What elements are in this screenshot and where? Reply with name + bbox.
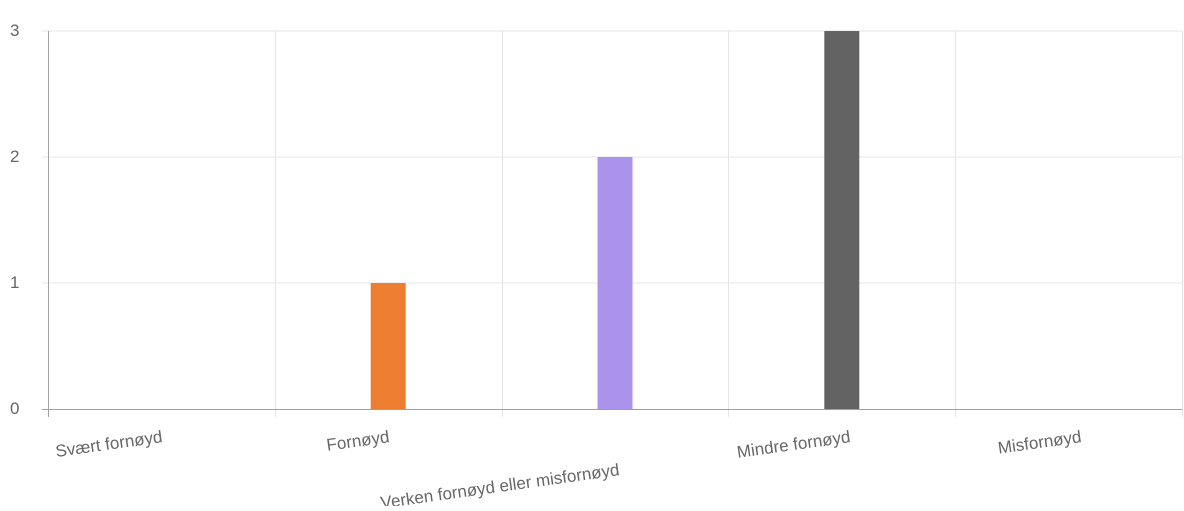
x-tick-label: Misfornøyd	[997, 427, 1083, 458]
y-tick-label: 1	[10, 273, 19, 292]
y-tick-label: 0	[10, 399, 19, 418]
bar-3[interactable]	[824, 31, 860, 409]
x-tick-label: Mindre fornøyd	[736, 427, 852, 462]
y-tick-labels: 0 1 2 3	[10, 21, 19, 418]
y-tick-label: 3	[10, 21, 19, 40]
axis-layer	[42, 31, 1182, 417]
x-tick-label: Svært fornøyd	[54, 427, 163, 461]
y-tick-label: 2	[10, 147, 19, 166]
x-tick-label: Verken fornøyd eller misfornøyd	[379, 460, 620, 506]
bar-1[interactable]	[370, 283, 406, 409]
x-tick-labels: Svært fornøyd Fornøyd Verken fornøyd eller…	[54, 427, 1083, 511]
x-tick-label: Fornøyd	[325, 427, 390, 455]
bar-2[interactable]	[597, 157, 633, 409]
bar-layer	[370, 31, 860, 409]
